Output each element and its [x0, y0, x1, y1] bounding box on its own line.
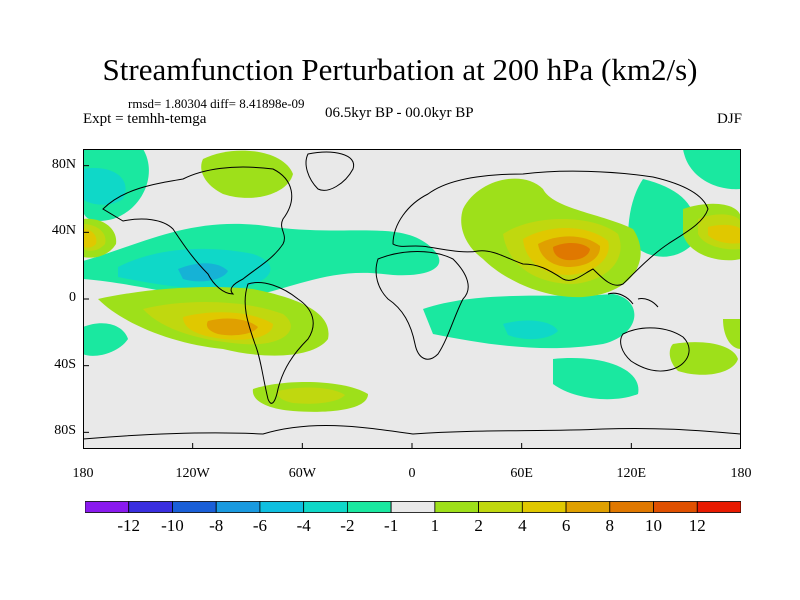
colorbar-swatch — [215, 501, 261, 513]
period-label: 06.5kyr BP - 00.0kyr BP — [325, 105, 474, 121]
colorbar-label: -12 — [117, 516, 141, 535]
colorbar-label: 2 — [474, 516, 483, 535]
colorbar-label: 1 — [430, 516, 440, 535]
x-tick-label: 0 — [408, 466, 416, 481]
colorbar-label: 8 — [605, 516, 615, 535]
colorbar-swatch — [653, 501, 698, 513]
x-tick-label: 120W — [175, 466, 210, 481]
season-label: DJF — [716, 111, 742, 127]
contour-tropical-indian-core — [503, 320, 558, 340]
colorbar-swatch — [346, 501, 392, 513]
coastlines — [83, 151, 741, 440]
colorbar-swatch — [478, 501, 523, 513]
contour-ne-pacific-core — [83, 168, 126, 205]
y-tick-label: 40S — [54, 356, 76, 372]
colorbar-label: -4 — [296, 516, 311, 535]
y-tick-label: 40N — [51, 223, 76, 239]
colorbar-swatch — [521, 501, 567, 513]
y-tick-label: 80N — [51, 156, 76, 172]
colorbar — [85, 501, 741, 513]
contour-s-pacific-neg — [83, 323, 128, 356]
colorbar-swatch — [172, 501, 217, 513]
coast-north-america — [102, 166, 293, 295]
map-plot — [83, 149, 741, 449]
colorbar-swatch — [128, 501, 173, 513]
colorbar-label: -10 — [161, 516, 184, 535]
coast-south-america — [244, 282, 314, 404]
coast-indonesia — [607, 292, 659, 308]
colorbar-swatch — [303, 501, 348, 513]
x-tick-label: 60W — [288, 466, 316, 481]
contour-saus-pos — [669, 342, 738, 375]
contour-neg-trough-core — [178, 263, 228, 282]
colorbar-swatch — [390, 501, 436, 513]
coast-africa — [375, 251, 469, 360]
contour-satl-pos-2 — [277, 387, 345, 404]
coast-greenland — [305, 151, 355, 191]
x-tick-label: 120E — [616, 466, 647, 481]
colorbar-label: 4 — [518, 516, 527, 535]
contour-asia-pos-core — [553, 243, 590, 261]
colorbar-label: 6 — [561, 516, 571, 535]
contour-nw-pacific-2 — [683, 149, 741, 190]
y-tick-label: 0 — [69, 290, 76, 305]
contour-hudson-pos — [201, 150, 293, 198]
colorbar-swatch — [434, 501, 480, 513]
coast-antarctica — [83, 425, 741, 440]
x-tick-label: 180 — [72, 466, 94, 481]
colorbar-label: -2 — [340, 516, 355, 535]
coast-eurasia — [392, 170, 709, 286]
contour-s-indian-neg — [553, 358, 639, 400]
contour-s-pacific-ne-pos — [723, 319, 741, 349]
stats-label: rmsd= 1.80304 diff= 8.41898e-09 — [128, 96, 305, 111]
colorbar-label: -8 — [209, 516, 224, 535]
colorbar-label: -6 — [252, 516, 267, 535]
experiment-label: Expt = temhh-temga — [83, 111, 207, 127]
x-tick-label: 60E — [510, 466, 533, 481]
colorbar-label: 12 — [688, 516, 706, 535]
axis-ticks — [83, 165, 741, 449]
colorbar-swatch — [85, 501, 130, 513]
x-tick-label: 180 — [730, 466, 752, 481]
colorbar-label: 10 — [645, 516, 663, 535]
contour-wpac-pos-core — [708, 224, 741, 244]
y-tick-label: 80S — [54, 423, 76, 439]
colorbar-swatch — [696, 501, 741, 513]
chart-title: Streamfunction Perturbation at 200 hPa (… — [102, 52, 698, 87]
contour-spac-pos-core — [206, 318, 258, 336]
colorbar-swatch — [609, 501, 654, 513]
coast-australia — [620, 327, 690, 372]
contour-dateline-pos-core — [83, 229, 97, 248]
colorbar-swatch — [259, 501, 305, 513]
colorbar-label: -1 — [384, 516, 399, 535]
colorbar-swatch — [565, 501, 611, 513]
